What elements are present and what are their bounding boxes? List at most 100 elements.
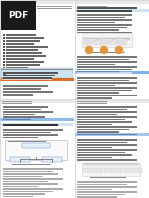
Bar [77,71,119,72]
Bar [6,55,46,56]
Bar [77,27,127,28]
Bar [77,121,132,123]
Bar [3,37,4,38]
Bar [75,1,149,4]
Bar [77,19,132,21]
Bar [3,137,38,138]
Bar [37,6,72,7]
Bar [77,159,137,161]
Bar [3,134,58,135]
Bar [6,49,38,50]
Bar [77,144,137,146]
Bar [3,55,4,56]
Bar [75,133,149,136]
Bar [3,119,31,120]
Bar [77,14,132,15]
Bar [6,52,42,53]
Bar [3,171,53,172]
Bar [6,58,34,60]
Bar [77,114,117,115]
Bar [0,77,74,81]
Bar [77,17,125,18]
Bar [100,40,111,44]
Bar [77,32,132,33]
Bar [3,168,63,169]
Bar [115,40,126,44]
Bar [3,106,48,108]
Bar [77,191,137,192]
Bar [3,183,58,185]
Bar [77,61,137,63]
Bar [77,64,115,65]
Bar [87,52,125,53]
Bar [84,39,97,45]
Bar [3,88,41,89]
Bar [77,85,115,86]
Bar [3,188,63,189]
Text: PDF: PDF [8,11,29,20]
Bar [84,37,130,40]
Bar [77,152,125,153]
Bar [0,100,74,103]
Bar [6,34,36,35]
Bar [77,103,107,104]
Bar [77,119,125,120]
Bar [1,69,73,70]
Circle shape [100,47,107,53]
Bar [77,10,132,11]
Bar [77,129,129,130]
Bar [77,92,119,93]
Bar [114,39,127,45]
Bar [3,67,4,69]
Bar [3,114,35,115]
Bar [77,82,137,84]
Bar [3,46,4,48]
Bar [3,186,38,187]
Bar [3,61,4,63]
Bar [3,64,4,66]
Bar [3,191,53,192]
Bar [77,95,137,96]
Bar [8,141,46,142]
Bar [75,71,149,74]
Bar [6,46,48,48]
Circle shape [86,47,93,53]
Bar [77,101,107,102]
Bar [3,75,55,76]
Bar [77,147,112,148]
Bar [77,109,127,110]
Bar [104,168,122,172]
Bar [3,77,52,78]
Bar [77,186,137,188]
Bar [3,181,48,182]
Bar [75,9,149,12]
Bar [3,129,63,130]
Bar [3,72,58,73]
Bar [2,78,52,80]
Bar [77,66,137,68]
Bar [5,140,67,160]
Bar [75,100,149,103]
Bar [82,163,140,176]
Bar [3,43,4,45]
Bar [3,196,33,197]
Bar [84,168,102,172]
Bar [124,168,142,172]
Bar [3,58,4,60]
Bar [0,1,74,4]
Bar [77,106,137,108]
Bar [77,189,112,190]
Bar [1,68,73,78]
Bar [3,178,63,180]
Bar [77,134,137,135]
Bar [77,69,132,70]
Bar [77,29,119,30]
Bar [77,77,137,78]
Bar [82,33,132,47]
Bar [3,193,45,194]
Bar [6,64,40,66]
Bar [3,116,45,117]
Bar [6,37,44,38]
Bar [42,157,62,162]
Bar [77,131,119,132]
